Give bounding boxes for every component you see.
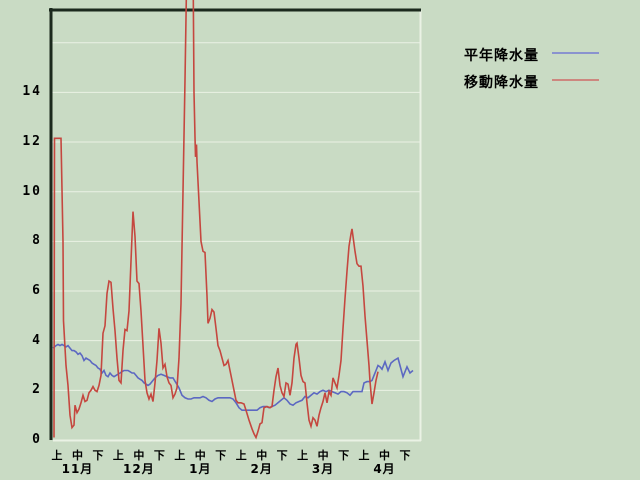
legend-label-moving: 移動降水量 [464, 75, 539, 91]
decade-label: 上 [51, 449, 63, 462]
legend-label-normal: 平年降水量 [464, 48, 539, 64]
decade-label: 下 [215, 449, 227, 462]
decade-label: 下 [276, 449, 288, 462]
normal-precipitation-line [52, 343, 414, 412]
decade-label: 下 [338, 449, 350, 462]
decade-label: 上 [112, 449, 124, 462]
month-label: 4月 [373, 462, 396, 476]
decade-label: 中 [133, 449, 145, 462]
legend-swatch-moving-line [552, 79, 599, 81]
moving-precipitation-line [53, 0, 379, 440]
month-label: 12月 [123, 462, 155, 476]
month-label: 11月 [61, 462, 94, 476]
legend-swatch-normal-line [552, 52, 599, 54]
y-axis-label: 6 [32, 283, 42, 299]
y-axis-label: 12 [22, 134, 42, 150]
decade-label: 下 [399, 449, 411, 462]
decade-label: 中 [379, 449, 391, 462]
month-label: 1月 [189, 462, 212, 476]
y-axis-label: 8 [32, 233, 42, 249]
decade-label: 中 [71, 449, 83, 462]
decade-label: 上 [235, 449, 247, 462]
month-label: 2月 [250, 462, 273, 476]
decade-label: 中 [317, 449, 329, 462]
decade-label: 中 [256, 449, 268, 462]
decade-label: 中 [194, 449, 206, 462]
y-axis-label: 0 [32, 432, 42, 447]
month-label: 3月 [311, 462, 335, 476]
decade-label: 上 [174, 449, 186, 462]
y-axis-label: 14 [22, 84, 42, 100]
decade-label: 下 [92, 449, 104, 462]
decade-label: 上 [358, 449, 370, 462]
decade-label: 上 [297, 449, 309, 462]
decade-label: 下 [153, 449, 165, 462]
y-axis-label: 4 [32, 332, 42, 348]
y-axis-label: 2 [32, 382, 42, 398]
y-axis-label: 10 [22, 183, 42, 199]
